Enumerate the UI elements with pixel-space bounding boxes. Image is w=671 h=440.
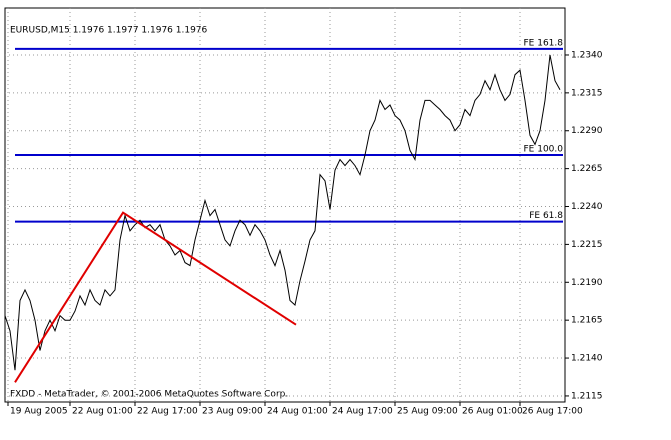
x-tick-label: 22 Aug 17:00 <box>137 407 198 417</box>
x-tick-label: 23 Aug 09:00 <box>202 407 263 417</box>
x-tick-label: 19 Aug 2005 <box>10 407 68 417</box>
x-tick-label: 24 Aug 01:00 <box>267 407 328 417</box>
x-tick-label: 26 Aug 17:00 <box>522 407 583 417</box>
y-tick-label: 1.2190 <box>571 278 603 288</box>
chart-title: EURUSD,M15 1.1976 1.1977 1.1976 1.1976 <box>10 26 208 36</box>
zigzag <box>14 211 297 383</box>
y-tick-label: 1.2215 <box>571 240 603 250</box>
fibo-level-label: FE 161.8 <box>524 38 564 48</box>
plot-frame <box>4 7 566 403</box>
y-tick-label: 1.2240 <box>571 202 603 212</box>
price-line <box>4 54 561 371</box>
y-tick-label: 1.2290 <box>571 126 603 136</box>
fibo-level-label: FE 61.8 <box>529 211 563 221</box>
y-tick-label: 1.2165 <box>571 316 603 326</box>
x-tick-label: 25 Aug 09:00 <box>397 407 458 417</box>
x-tick-label: 26 Aug 01:00 <box>462 407 523 417</box>
x-tick-label: 24 Aug 17:00 <box>332 407 393 417</box>
y-tick-label: 1.2140 <box>571 354 603 364</box>
y-tick-label: 1.2340 <box>571 50 603 60</box>
y-tick-label: 1.2115 <box>571 391 603 401</box>
y-tick-label: 1.2315 <box>571 88 603 98</box>
footer: FXDD - MetaTrader, © 2001-2006 MetaQuote… <box>10 390 288 400</box>
y-tick-label: 1.2265 <box>571 164 603 174</box>
x-tick-label: 22 Aug 01:00 <box>72 407 133 417</box>
fibo-level-label: FE 100.0 <box>524 144 564 154</box>
